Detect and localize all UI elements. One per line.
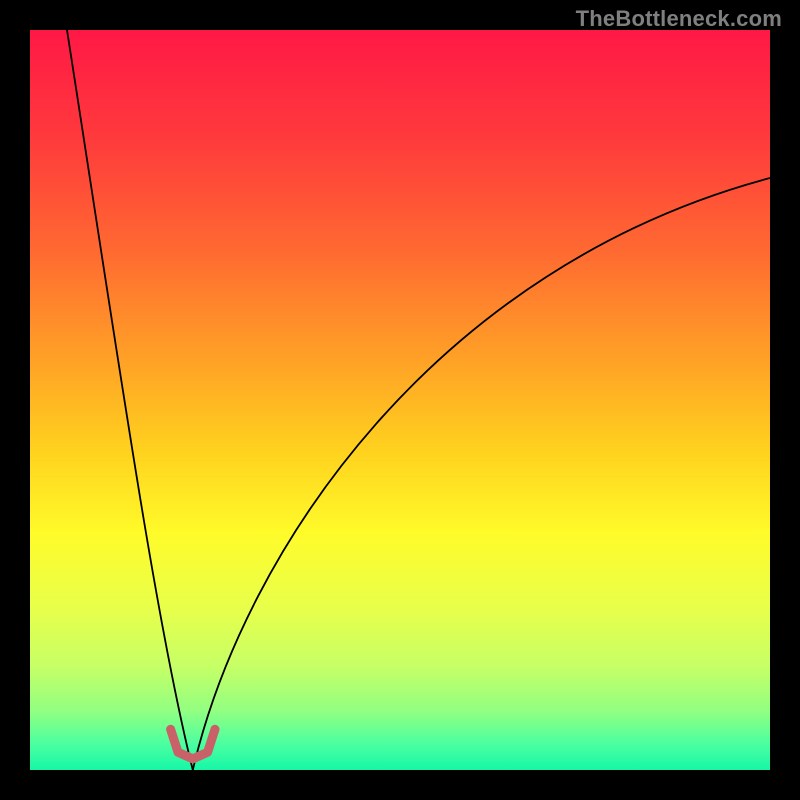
chart-frame: TheBottleneck.com xyxy=(0,0,800,800)
curve-layer xyxy=(30,30,770,770)
bottleneck-curve xyxy=(67,30,770,770)
watermark-text: TheBottleneck.com xyxy=(576,6,782,32)
bottom-marker-u xyxy=(171,729,215,759)
plot-area xyxy=(30,30,770,770)
